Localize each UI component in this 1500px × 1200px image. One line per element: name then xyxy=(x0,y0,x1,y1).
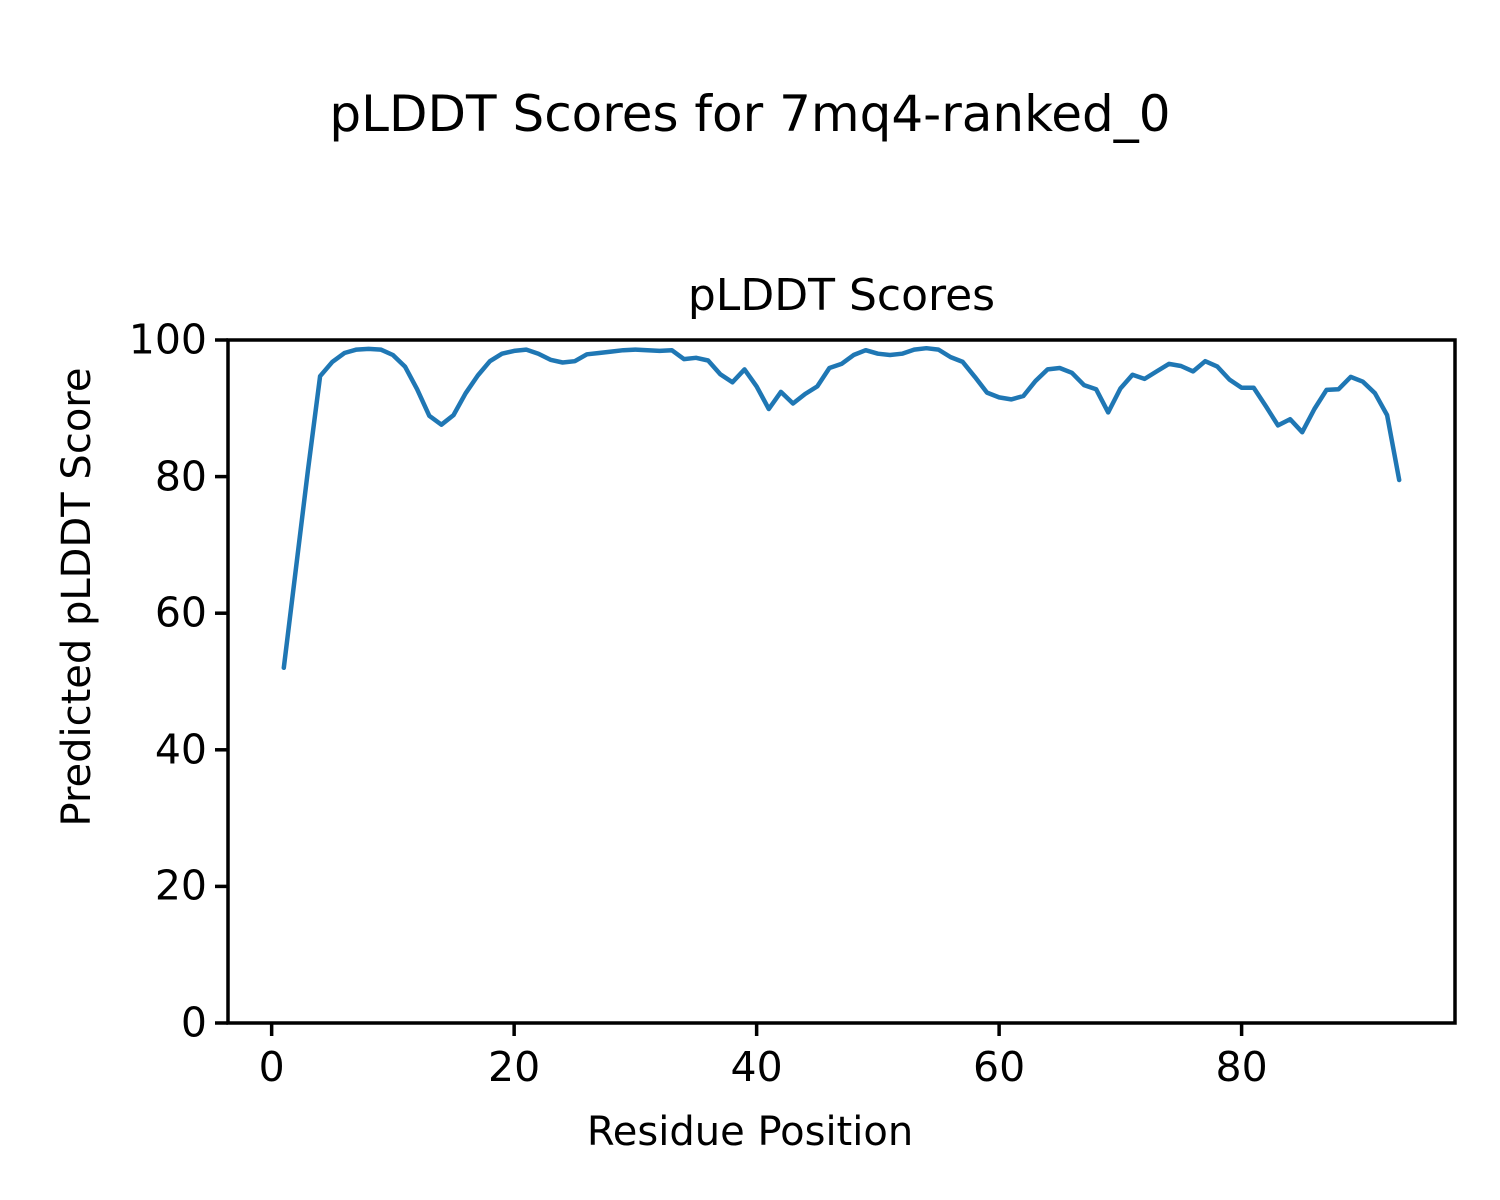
x-tick-label: 40 xyxy=(730,1043,783,1091)
x-tick-label: 80 xyxy=(1215,1043,1268,1091)
y-tick-label: 0 xyxy=(180,998,207,1047)
x-axis-label: Residue Position xyxy=(586,1109,914,1155)
plddt-line xyxy=(281,345,1402,671)
axes-spines xyxy=(226,338,1457,1025)
y-tick-label: 40 xyxy=(154,725,207,774)
figure-suptitle: pLDDT Scores for 7mq4-ranked_0 xyxy=(329,85,1171,143)
axes-title: pLDDT Scores xyxy=(687,270,996,321)
y-tick-label: 20 xyxy=(154,861,207,910)
x-tick-label: 0 xyxy=(258,1043,285,1091)
y-tick-label: 60 xyxy=(154,588,207,637)
y-axis-label: Predicted pLDDT Score xyxy=(54,367,100,827)
x-tick-label: 60 xyxy=(973,1043,1026,1091)
y-tick-label: 80 xyxy=(154,452,207,501)
y-tick-label: 100 xyxy=(128,315,207,364)
x-tick-label: 20 xyxy=(488,1043,541,1091)
tick-marks xyxy=(215,338,1244,1036)
